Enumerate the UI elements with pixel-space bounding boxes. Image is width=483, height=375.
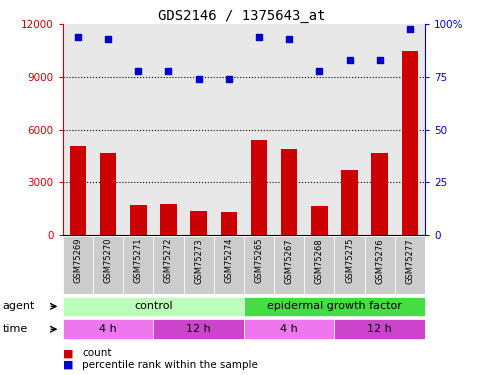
Bar — [190, 210, 207, 235]
Point — [315, 68, 323, 74]
Text: epidermal growth factor: epidermal growth factor — [267, 302, 402, 311]
Bar — [251, 140, 267, 235]
Text: 4 h: 4 h — [280, 324, 298, 334]
Bar — [184, 236, 213, 294]
Text: count: count — [82, 348, 112, 358]
Bar — [244, 320, 334, 339]
Text: percentile rank within the sample: percentile rank within the sample — [82, 360, 258, 369]
Bar — [100, 153, 116, 235]
Bar — [304, 236, 334, 294]
Bar — [281, 149, 298, 235]
Text: GSM75273: GSM75273 — [194, 238, 203, 284]
Point — [134, 68, 142, 74]
Bar — [63, 297, 244, 316]
Text: ■: ■ — [63, 348, 73, 358]
Text: GSM75270: GSM75270 — [103, 238, 113, 284]
Bar — [365, 236, 395, 294]
Text: time: time — [2, 324, 28, 334]
Text: GSM75275: GSM75275 — [345, 238, 354, 284]
Text: GSM75268: GSM75268 — [315, 238, 324, 284]
Text: agent: agent — [2, 302, 35, 311]
Point — [285, 36, 293, 42]
Text: GSM75276: GSM75276 — [375, 238, 384, 284]
Bar — [213, 236, 244, 294]
Bar — [154, 236, 184, 294]
Text: 12 h: 12 h — [368, 324, 392, 334]
Bar — [341, 170, 358, 235]
Point — [165, 68, 172, 74]
Text: 4 h: 4 h — [99, 324, 117, 334]
Text: GSM75271: GSM75271 — [134, 238, 143, 284]
Point — [225, 76, 233, 82]
Point — [74, 34, 82, 40]
Text: GSM75277: GSM75277 — [405, 238, 414, 284]
Point — [346, 57, 354, 63]
Text: GDS2146 / 1375643_at: GDS2146 / 1375643_at — [158, 9, 325, 23]
Bar — [244, 297, 425, 316]
Bar — [334, 236, 365, 294]
Bar — [371, 153, 388, 235]
Text: GSM75272: GSM75272 — [164, 238, 173, 284]
Point — [376, 57, 384, 63]
Text: 12 h: 12 h — [186, 324, 211, 334]
Text: GSM75269: GSM75269 — [73, 238, 83, 284]
Bar — [63, 320, 154, 339]
Bar — [63, 236, 93, 294]
Text: ■: ■ — [63, 360, 73, 369]
Point — [195, 76, 202, 82]
Text: GSM75265: GSM75265 — [255, 238, 264, 284]
Point — [406, 26, 414, 32]
Bar — [130, 205, 146, 235]
Point — [104, 36, 112, 42]
Point — [255, 34, 263, 40]
Bar — [395, 236, 425, 294]
Text: GSM75267: GSM75267 — [284, 238, 294, 284]
Bar — [402, 51, 418, 235]
Bar — [334, 320, 425, 339]
Bar — [123, 236, 154, 294]
Bar — [274, 236, 304, 294]
Text: control: control — [134, 302, 172, 311]
Text: GSM75274: GSM75274 — [224, 238, 233, 284]
Bar — [154, 320, 244, 339]
Bar — [311, 206, 327, 235]
Bar — [221, 212, 237, 235]
Bar — [93, 236, 123, 294]
Bar — [244, 236, 274, 294]
Bar — [160, 204, 177, 235]
Bar — [70, 146, 86, 235]
